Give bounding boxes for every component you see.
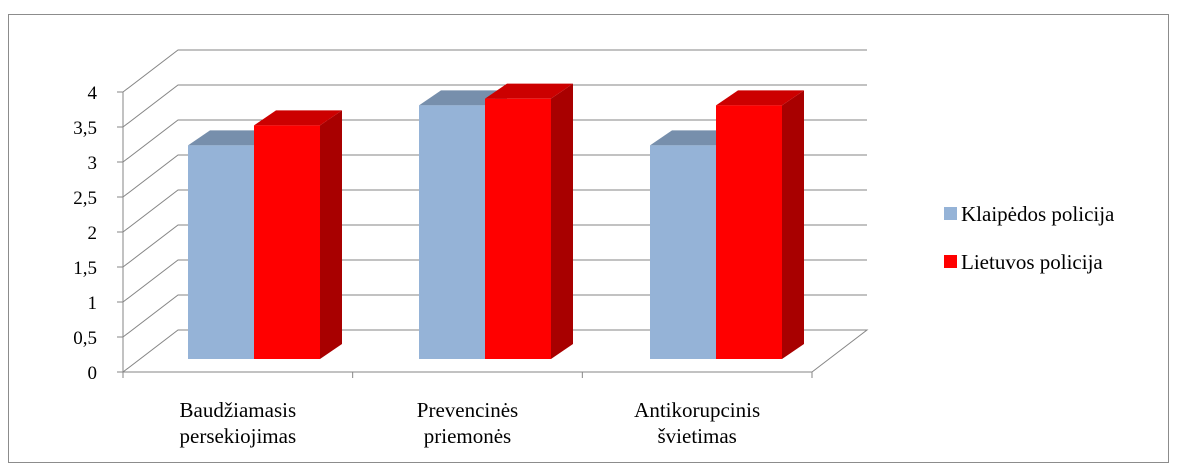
x-category-label: Prevencinės priemonės — [417, 398, 518, 448]
axes — [117, 91, 813, 378]
y-tick-label: 1 — [88, 293, 98, 314]
bar-side — [320, 110, 342, 359]
gridline — [122, 294, 867, 338]
bars — [188, 83, 804, 360]
legend-label: Klaipėdos policija — [961, 202, 1115, 226]
legend-swatch — [944, 207, 957, 220]
bar-front — [716, 105, 782, 359]
gridline — [122, 259, 867, 303]
bar-side — [551, 83, 573, 360]
x-category-label-line: Antikorupcinis — [634, 398, 760, 422]
bar-front — [188, 145, 254, 359]
bar-top — [716, 90, 804, 106]
x-category-label-line: Prevencinės — [417, 398, 518, 422]
y-tick-label: 3,5 — [73, 118, 97, 139]
legend-swatch — [944, 255, 957, 268]
y-axis-ticks: 0 0,5 1 1,5 2 2,5 3 3,5 4 — [73, 83, 97, 384]
gridline — [122, 49, 867, 93]
y-tick-label: 0,5 — [73, 328, 97, 349]
x-category-label-line: persekiojimas — [180, 424, 297, 448]
y-tick-label: 3 — [88, 153, 98, 174]
y-tick-label: 2,5 — [73, 188, 97, 209]
bar-front — [650, 145, 716, 359]
x-category-label: Antikorupcinis švietimas — [634, 398, 760, 448]
gridline — [122, 119, 867, 163]
bar-front — [254, 125, 320, 359]
y-tick-label: 2 — [88, 223, 98, 244]
bar — [254, 110, 342, 359]
bar — [485, 83, 573, 360]
x-category-label-line: Baudžiamasis — [180, 398, 297, 422]
bar-side — [782, 90, 804, 359]
legend-label: Lietuvos policija — [961, 250, 1103, 274]
gridline — [122, 154, 867, 198]
bar-top — [254, 110, 342, 126]
bar-top — [485, 83, 573, 99]
x-category-label-line: švietimas — [658, 424, 737, 448]
y-tick-label: 0 — [88, 363, 98, 384]
gridline — [122, 189, 867, 233]
gridline — [122, 224, 867, 268]
x-category-label: Baudžiamasis persekiojimas — [180, 398, 297, 448]
bar — [716, 90, 804, 359]
chart-frame — [8, 14, 1169, 463]
y-tick-label: 4 — [88, 83, 98, 104]
gridline — [122, 84, 867, 128]
gridlines — [122, 49, 867, 338]
x-category-label-line: priemonės — [424, 424, 511, 448]
bar-front — [419, 105, 485, 359]
legend: Klaipėdos policija Lietuvos policija — [944, 202, 1115, 274]
bar-front — [485, 98, 551, 360]
y-tick-label: 1,5 — [73, 258, 97, 279]
x-axis-categories: Baudžiamasis persekiojimas Prevencinės prie… — [180, 398, 761, 448]
